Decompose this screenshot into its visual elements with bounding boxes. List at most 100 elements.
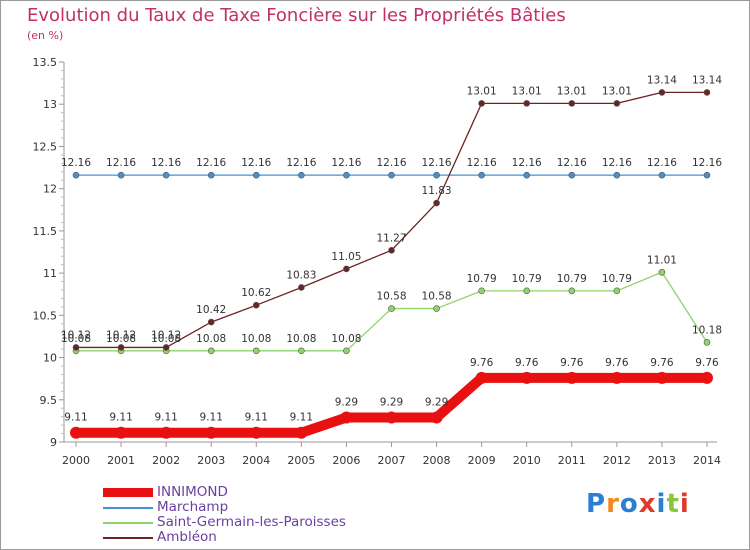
data-label: 13.14: [692, 74, 722, 86]
data-label: 12.16: [376, 157, 406, 169]
data-label: 11.01: [647, 254, 677, 266]
data-point: [207, 171, 215, 179]
x-tick-label: 2003: [197, 454, 225, 467]
data-point: [252, 171, 260, 179]
data-label: 12.16: [557, 157, 587, 169]
x-tick-label: 2008: [423, 454, 451, 467]
data-point: [388, 305, 395, 312]
data-label: 10.12: [61, 329, 91, 341]
line-chart: 9 9.5 10 10.5 11 11.5 12 12.5 13 13.5 2000 2001 2002…: [33, 56, 723, 467]
data-point: [433, 305, 440, 312]
data-point: [478, 100, 485, 107]
y-tick-label: 10: [43, 352, 57, 365]
legend-label: INNIMOND: [157, 484, 228, 500]
data-point: [433, 171, 440, 179]
data-point: [70, 426, 82, 439]
data-label: 10.08: [106, 333, 136, 345]
data-label: 10.08: [241, 333, 271, 345]
data-label: 10.08: [151, 333, 181, 345]
data-point: [430, 411, 443, 424]
data-point: [117, 171, 125, 179]
data-point: [160, 426, 173, 439]
data-label: 12.16: [61, 157, 91, 169]
x-tick-label: 2002: [152, 454, 180, 467]
data-label: 12.16: [286, 157, 316, 169]
data-label: 9.11: [290, 412, 313, 424]
y-tick-label: 13: [43, 98, 57, 111]
data-point: [568, 171, 576, 179]
legend: INNIMOND Marchamp Saint-Germain-les-Parois…: [103, 485, 346, 545]
x-tick-label: 2010: [513, 454, 541, 467]
axes: 9 9.5 10 10.5 11 11.5 12 12.5 13 13.5 2000 2001 2002…: [33, 56, 722, 467]
y-tick-label: 9: [50, 436, 57, 449]
y-tick-label: 12: [43, 183, 57, 196]
logo-letter: o: [619, 489, 639, 519]
x-tick-label: 2006: [332, 454, 360, 467]
data-label: 9.76: [560, 357, 584, 369]
data-label: 12.16: [422, 157, 452, 169]
data-point: [523, 171, 531, 179]
data-label: 12.16: [602, 157, 632, 169]
data-point: [610, 371, 623, 384]
data-point: [343, 171, 350, 179]
data-label: 12.16: [241, 157, 271, 169]
data-point: [298, 284, 305, 291]
x-tick-label: 2014: [693, 454, 721, 467]
data-label: 10.79: [467, 273, 497, 285]
data-point: [115, 426, 128, 439]
logo-letter: i: [656, 489, 667, 519]
y-tick-label: 9.5: [40, 394, 58, 407]
legend-item: INNIMOND: [103, 485, 346, 500]
data-label: 10.83: [286, 269, 316, 281]
data-point: [250, 426, 263, 439]
logo-letter: x: [638, 489, 657, 519]
x-tick-label: 2000: [62, 454, 90, 467]
x-tick-label: 2009: [468, 454, 496, 467]
data-point: [523, 287, 531, 295]
data-point: [205, 426, 218, 439]
y-tick-label: 11: [43, 267, 57, 280]
data-label: 9.76: [650, 357, 674, 369]
data-label: 10.62: [241, 287, 271, 299]
legend-label: Saint-Germain-les-Paroisses: [157, 514, 346, 530]
proxiti-logo: Proxiti: [586, 489, 690, 519]
data-point: [655, 371, 668, 384]
data-point: [478, 287, 485, 295]
y-tick-label: 12.5: [33, 140, 58, 153]
data-point: [298, 347, 305, 355]
logo-letter: P: [586, 489, 607, 519]
legend-label: Marchamp: [157, 499, 229, 515]
x-tick-label: 2012: [603, 454, 631, 467]
data-point: [295, 426, 308, 439]
data-label: 9.76: [470, 357, 494, 369]
data-label: 13.01: [557, 85, 587, 97]
data-point: [568, 287, 576, 295]
data-label: 13.01: [512, 85, 542, 97]
data-point: [565, 371, 578, 384]
legend-item: Ambléon: [103, 530, 346, 545]
data-label: 13.01: [602, 85, 632, 97]
data-point: [207, 318, 215, 326]
data-point: [433, 199, 440, 207]
data-label: 10.42: [196, 304, 226, 316]
data-label: 10.58: [422, 291, 452, 303]
data-label: 12.16: [106, 157, 136, 169]
y-tick-label: 13.5: [33, 56, 58, 69]
x-tick-label: 2005: [287, 454, 315, 467]
data-label: 9.76: [695, 357, 719, 369]
data-label: 12.16: [467, 157, 497, 169]
data-label: 9.11: [64, 412, 87, 424]
data-point: [475, 371, 488, 384]
data-point: [523, 100, 531, 107]
data-label: 10.79: [602, 273, 632, 285]
legend-item: Marchamp: [103, 500, 346, 515]
data-label: 9.76: [605, 357, 629, 369]
logo-letter: r: [606, 489, 620, 519]
data-point: [385, 411, 398, 424]
chart-unit: (en %): [27, 29, 64, 42]
data-label: 12.16: [647, 157, 677, 169]
data-label: 12.16: [692, 157, 722, 169]
data-label: 12.16: [512, 157, 542, 169]
data-point: [252, 301, 260, 309]
data-label: 9.76: [515, 357, 539, 369]
